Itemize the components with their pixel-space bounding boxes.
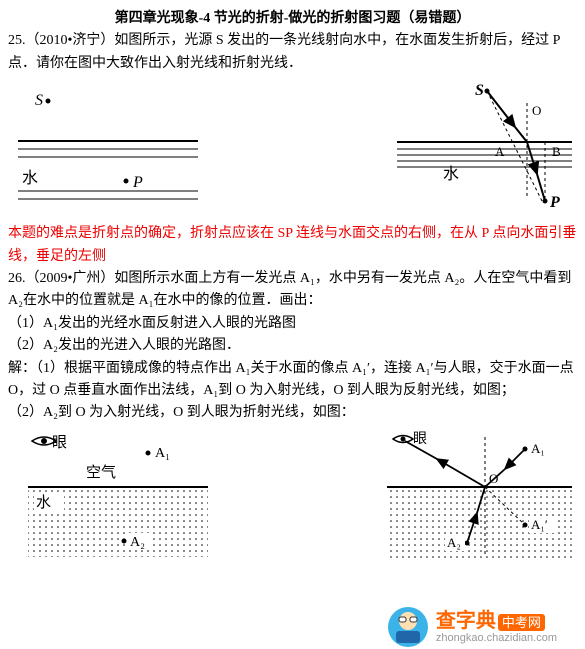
title-em: 光的折射图 (302, 11, 372, 26)
svg-text:P: P (549, 194, 560, 211)
q25-fig-right: S O A B 水 P (387, 79, 577, 219)
svg-text:眼: 眼 (413, 432, 427, 447)
svg-text:A: A (495, 144, 505, 159)
svg-text:水: 水 (443, 165, 459, 183)
title-pre: 第四章光现象-4 节光的折射-做 (115, 11, 303, 26)
q25-fig-left: S 水 P (8, 79, 208, 219)
svg-text:水: 水 (22, 169, 38, 187)
svg-text:水: 水 (36, 494, 51, 511)
watermark: 查字典中考网 zhongkao.chazidian.com (386, 605, 557, 649)
q26-s1: 解：（1）根据平面镜成像的特点作出 A₁关于水面的像点 A₁′，连接 A₁′与人… (8, 358, 577, 403)
mascot-icon (386, 605, 430, 649)
q26-s2: （2）A₂到 O 为入射光线，O 到人眼为折射光线，如图： (8, 402, 577, 424)
q26-fig-left: 眼 A₁ 空气 水 A₂ (8, 429, 218, 569)
svg-text:A₁: A₁ (155, 446, 170, 461)
q26-l1: （1）A₁发出的光经水面反射进入人眼的光路图 (8, 313, 577, 335)
svg-text:眼: 眼 (52, 435, 67, 451)
wm-tag: 中考网 (498, 614, 545, 631)
q26-head: 26.（2009•广州）如图所示水面上方有一发光点 A₁，水中另有一发光点 A₂… (8, 268, 577, 313)
q26-fig-right: 眼 A₁ O A₁′ A₂ (377, 429, 577, 569)
q26-figures: 眼 A₁ 空气 水 A₂ 眼 A₁ O A₁′ A₂ (8, 429, 577, 569)
svg-text:A₂: A₂ (447, 535, 461, 550)
q25-note: 本题的难点是折射点的确定，折射点应该在 SP 连线与水面交点的右侧，在从 P 点… (8, 223, 577, 268)
q25-text: 25.（2010•济宁）如图所示，光源 S 发出的一条光线射向水中，在水面发生折… (8, 30, 577, 75)
page-title: 第四章光现象-4 节光的折射-做光的折射图习题（易错题） (8, 8, 577, 30)
svg-text:A₁′: A₁′ (531, 517, 548, 532)
svg-text:A₁: A₁ (531, 441, 545, 456)
title-post: 习题（易错题） (372, 11, 470, 26)
wm-cn: 查字典 (436, 610, 496, 632)
q25-figures: S 水 P S O A B 水 P (8, 79, 577, 219)
svg-text:S: S (475, 82, 484, 99)
svg-text:空气: 空气 (86, 464, 116, 481)
svg-text:B: B (552, 144, 561, 159)
svg-text:P: P (132, 174, 143, 191)
wm-en: zhongkao.chazidian.com (436, 632, 557, 644)
svg-text:A₂: A₂ (130, 535, 145, 550)
svg-text:S: S (35, 92, 43, 109)
svg-text:O: O (532, 103, 541, 118)
q26-l2: （2）A₂发出的光进入人眼的光路图． (8, 335, 577, 357)
